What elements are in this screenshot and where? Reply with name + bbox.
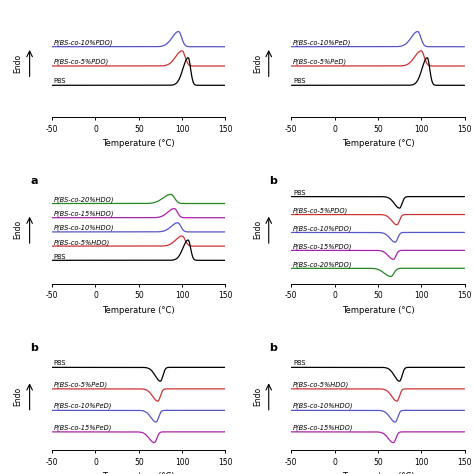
Text: P(BS-co-10%PeD): P(BS-co-10%PeD) xyxy=(54,403,112,410)
X-axis label: Temperature (°C): Temperature (°C) xyxy=(102,139,175,148)
Text: b: b xyxy=(30,343,38,353)
Text: P(BS-co-20%PDO): P(BS-co-20%PDO) xyxy=(293,261,353,267)
Text: Endo: Endo xyxy=(253,54,262,73)
Text: a: a xyxy=(31,176,38,186)
Text: Endo: Endo xyxy=(14,54,23,73)
Text: P(BS-co-5%HDO): P(BS-co-5%HDO) xyxy=(54,239,110,246)
Text: PBS: PBS xyxy=(293,79,305,84)
Text: PBS: PBS xyxy=(54,79,66,84)
Text: PBS: PBS xyxy=(54,254,66,260)
Text: Endo: Endo xyxy=(253,387,262,406)
Text: PBS: PBS xyxy=(54,360,66,366)
Text: P(BS-co-5%PeD): P(BS-co-5%PeD) xyxy=(293,59,347,65)
Text: PBS: PBS xyxy=(293,360,305,366)
Text: b: b xyxy=(270,343,277,353)
Text: P(BS-co-15%HDO): P(BS-co-15%HDO) xyxy=(293,424,354,431)
Text: Endo: Endo xyxy=(253,220,262,239)
Text: P(BS-co-10%HDO): P(BS-co-10%HDO) xyxy=(293,403,354,410)
Text: P(BS-co-10%PeD): P(BS-co-10%PeD) xyxy=(293,39,351,46)
X-axis label: Temperature (°C): Temperature (°C) xyxy=(102,473,175,474)
X-axis label: Temperature (°C): Temperature (°C) xyxy=(342,139,414,148)
Text: P(BS-co-15%PDO): P(BS-co-15%PDO) xyxy=(293,243,353,250)
Text: P(BS-co-5%PeD): P(BS-co-5%PeD) xyxy=(54,382,108,388)
Text: P(BS-co-5%PDO): P(BS-co-5%PDO) xyxy=(293,207,348,214)
Text: P(BS-co-10%HDO): P(BS-co-10%HDO) xyxy=(54,225,114,231)
Text: P(BS-co-20%HDO): P(BS-co-20%HDO) xyxy=(54,196,114,203)
Text: P(BS-co-10%PDO): P(BS-co-10%PDO) xyxy=(54,39,113,46)
Text: P(BS-co-5%PDO): P(BS-co-5%PDO) xyxy=(54,59,109,65)
X-axis label: Temperature (°C): Temperature (°C) xyxy=(342,306,414,315)
Text: Endo: Endo xyxy=(14,387,23,406)
X-axis label: Temperature (°C): Temperature (°C) xyxy=(342,473,414,474)
X-axis label: Temperature (°C): Temperature (°C) xyxy=(102,306,175,315)
Text: P(BS-co-15%HDO): P(BS-co-15%HDO) xyxy=(54,210,114,217)
Text: P(BS-co-15%PeD): P(BS-co-15%PeD) xyxy=(54,424,112,431)
Text: Endo: Endo xyxy=(14,220,23,239)
Text: P(BS-co-10%PDO): P(BS-co-10%PDO) xyxy=(293,225,353,232)
Text: b: b xyxy=(270,176,277,186)
Text: P(BS-co-5%HDO): P(BS-co-5%HDO) xyxy=(293,382,349,388)
Text: PBS: PBS xyxy=(293,190,305,196)
